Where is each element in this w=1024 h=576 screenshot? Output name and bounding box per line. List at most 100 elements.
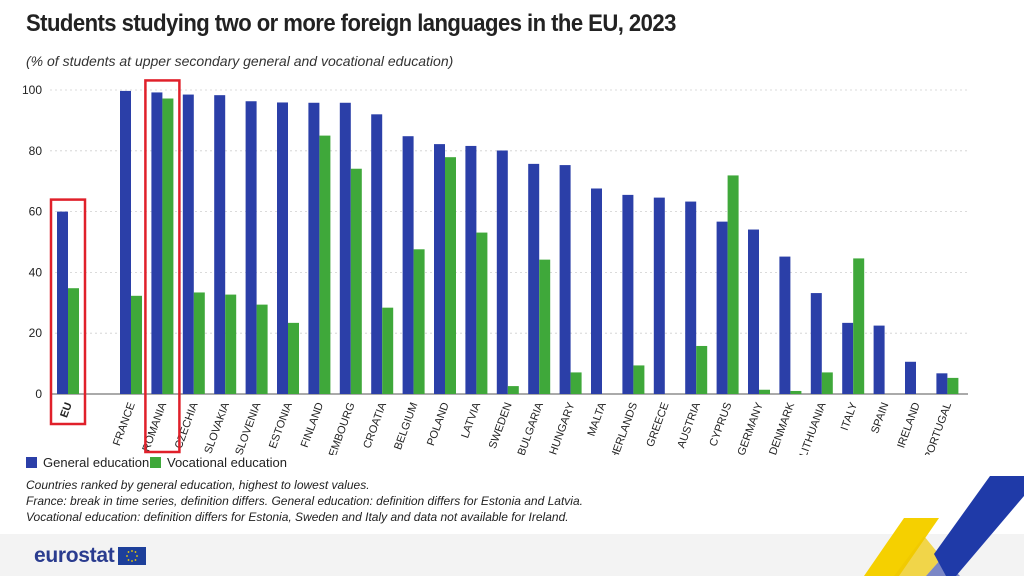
- bar-vocational: [696, 345, 708, 394]
- x-tick-label: CROATIA: [361, 400, 389, 450]
- y-tick-label: 100: [22, 83, 42, 97]
- corner-decoration: [864, 476, 1024, 576]
- x-tick-label: ITALY: [839, 400, 860, 432]
- bar-general: [748, 229, 759, 394]
- y-tick-label: 80: [29, 144, 43, 158]
- x-tick-label: HUNGARY: [547, 400, 577, 455]
- x-tick-label: IRELAND: [895, 401, 923, 450]
- y-tick-label: 20: [29, 326, 43, 340]
- bar-vocational: [821, 372, 833, 394]
- bar-general: [528, 163, 540, 394]
- x-tick-label: EU: [58, 401, 75, 420]
- bar-vocational: [570, 372, 582, 394]
- bar-vocational: [68, 288, 79, 394]
- legend-vocational-label: Vocational education: [167, 455, 287, 470]
- highlight-box: [144, 79, 181, 454]
- bar-general: [339, 102, 351, 394]
- x-tick-label: SWEDEN: [487, 401, 515, 451]
- note-france: France: break in time series, definition…: [26, 494, 583, 508]
- bar-general: [434, 144, 445, 394]
- bar-general: [716, 221, 728, 394]
- bar-general: [277, 102, 288, 395]
- bar-vocational: [539, 259, 551, 394]
- bar-vocational: [256, 304, 268, 394]
- bar-general: [779, 256, 791, 394]
- bar-vocational: [319, 135, 331, 394]
- chart-subtitle: (% of students at upper secondary genera…: [26, 53, 454, 69]
- bar-vocational: [162, 98, 174, 395]
- bar-vocational: [350, 168, 362, 394]
- legend-general-label: General education: [43, 455, 150, 470]
- bar-vocational: [382, 307, 394, 394]
- y-tick-label: 60: [29, 205, 43, 219]
- bar-general: [873, 325, 885, 394]
- bar-general: [308, 102, 320, 394]
- x-tick-label: CYPRUS: [707, 401, 734, 448]
- bar-general: [371, 114, 383, 394]
- x-tick-label: LITHUANIA: [798, 400, 829, 455]
- bar-vocational: [288, 322, 299, 394]
- x-tick-label: LUXEMBOURG: [320, 401, 358, 455]
- x-tick-label: FINLAND: [299, 401, 326, 449]
- legend-general-swatch: [26, 457, 37, 468]
- bar-vocational: [790, 390, 802, 394]
- bar-general: [842, 322, 854, 394]
- x-tick-label: BELGIUM: [392, 401, 420, 452]
- chart-title: Students studying two or more foreign la…: [26, 10, 676, 37]
- bar-general: [559, 165, 571, 394]
- bar-general: [151, 92, 163, 394]
- legend-vocational-swatch: [150, 457, 161, 468]
- note-vocational: Vocational education: definition differs…: [26, 510, 569, 524]
- y-tick-label: 40: [29, 265, 43, 279]
- bar-general: [120, 90, 131, 395]
- bar-general: [245, 101, 257, 395]
- bar-vocational: [759, 389, 770, 394]
- bar-vocational: [947, 377, 959, 394]
- bar-general: [182, 94, 194, 394]
- bar-general: [936, 373, 948, 394]
- bar-general: [810, 293, 822, 394]
- logo-text: eurostat: [34, 544, 115, 567]
- bar-vocational: [633, 365, 645, 394]
- legend-general: General education: [26, 455, 149, 470]
- x-tick-label: FRANCE: [111, 401, 138, 448]
- x-tick-label: POLAND: [425, 401, 452, 448]
- bar-vocational: [225, 294, 237, 394]
- bar-general: [57, 211, 68, 394]
- x-tick-label: SLOVENIA: [233, 400, 263, 455]
- x-tick-label: PORTUGAL: [922, 401, 954, 455]
- legend-vocational: Vocational education: [150, 455, 287, 470]
- bar-general: [685, 201, 697, 394]
- bar-general: [622, 194, 634, 394]
- bar-vocational: [445, 157, 456, 394]
- bar-general: [905, 361, 916, 394]
- bar-general: [653, 197, 665, 394]
- eurostat-logo: eurostat: [34, 544, 147, 568]
- bar-vocational: [193, 292, 205, 394]
- x-tick-label: SLOVAKIA: [202, 400, 232, 455]
- bar-vocational: [727, 175, 739, 394]
- bar-vocational: [413, 249, 425, 394]
- bar-general: [591, 188, 602, 394]
- bar-general: [214, 95, 226, 394]
- highlight-box: [49, 198, 87, 426]
- bar-general: [402, 136, 414, 394]
- x-tick-label: AUSTRIA: [675, 400, 703, 450]
- x-tick-label: ESTONIA: [267, 400, 295, 450]
- bar-vocational: [507, 386, 519, 394]
- bar-vocational: [131, 295, 142, 394]
- x-tick-label: DENMARK: [767, 400, 797, 455]
- footer-band: [0, 534, 1024, 576]
- x-tick-label: BULGARIA: [516, 400, 547, 455]
- x-tick-label: MALTA: [586, 400, 609, 438]
- note-ranking: Countries ranked by general education, h…: [26, 478, 370, 492]
- x-tick-label: GERMANY: [736, 400, 767, 455]
- bar-general: [465, 145, 477, 394]
- bar-general: [496, 150, 508, 394]
- y-tick-label: 0: [35, 387, 42, 401]
- x-tick-label: CZECHIA: [173, 400, 201, 450]
- x-tick-label: SPAIN: [869, 401, 891, 435]
- eu-flag-icon: [118, 547, 147, 565]
- x-tick-label: GREECE: [644, 401, 671, 449]
